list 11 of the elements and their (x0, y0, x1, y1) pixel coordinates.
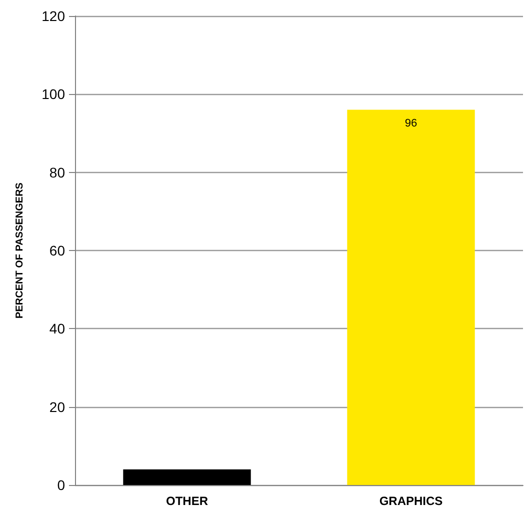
y-tick-label: 0 (57, 477, 66, 493)
y-tick-label: 60 (49, 242, 66, 258)
y-axis-title: PERCENT OF PASSENGERS (14, 182, 26, 318)
x-tick-label: OTHER (166, 494, 208, 508)
y-tick-label: 40 (49, 320, 66, 337)
x-tick-label: GRAPHICS (379, 494, 443, 508)
y-tick-label: 80 (49, 164, 66, 180)
data-label: 96 (404, 117, 418, 130)
y-tick-label: 120 (42, 8, 66, 24)
y-tick-label: 100 (42, 86, 66, 102)
y-tick-label: 20 (49, 398, 66, 415)
